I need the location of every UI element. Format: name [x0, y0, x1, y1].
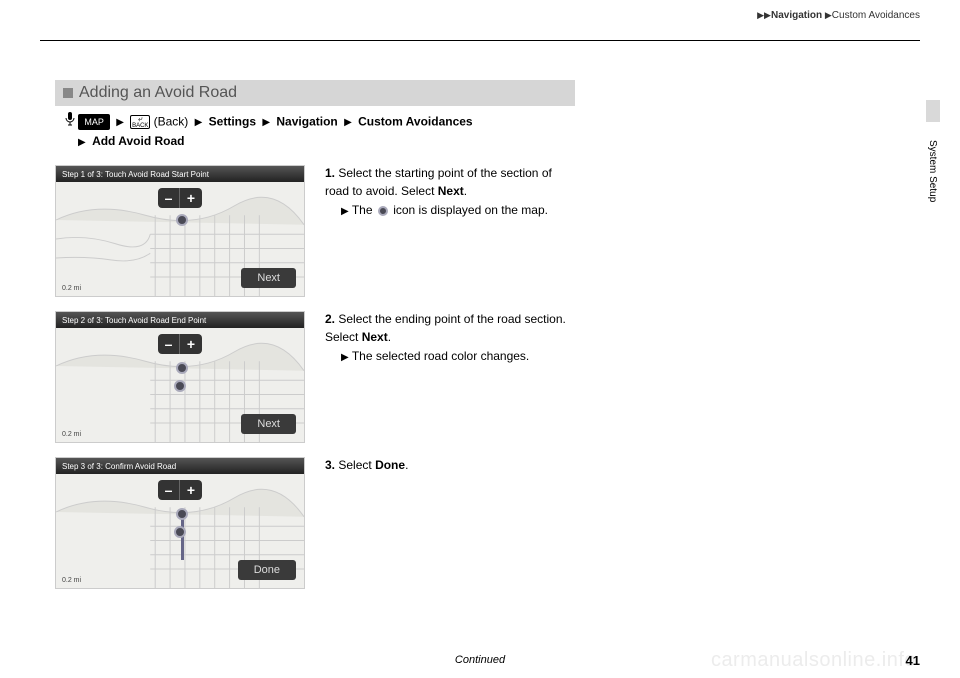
side-tab: [926, 100, 940, 122]
nav-path: MAP ▶ ⤶ BACK (Back) ▶ Settings ▶ Navigat…: [55, 112, 615, 151]
scale-label: 0.2 mi: [62, 577, 81, 584]
step-3-row: Step 3 of 3: Confirm Avoid Road – + Done…: [55, 457, 615, 589]
step-title-bar: Step 2 of 3: Touch Avoid Road End Point: [56, 312, 304, 328]
done-button[interactable]: Done: [238, 560, 296, 580]
step-title-bar: Step 3 of 3: Confirm Avoid Road: [56, 458, 304, 474]
zoom-out-button[interactable]: –: [158, 334, 180, 354]
zoom-in-button[interactable]: +: [180, 480, 202, 500]
zoom-control[interactable]: – +: [158, 480, 202, 500]
voice-icon: [65, 112, 75, 132]
zoom-in-button[interactable]: +: [180, 334, 202, 354]
zoom-out-button[interactable]: –: [158, 188, 180, 208]
next-button[interactable]: Next: [241, 268, 296, 288]
step-3-instructions: 3. Select Done.: [325, 457, 570, 474]
zoom-control[interactable]: – +: [158, 334, 202, 354]
step-title-bar: Step 1 of 3: Touch Avoid Road Start Poin…: [56, 166, 304, 182]
zoom-in-button[interactable]: +: [180, 188, 202, 208]
header-divider: [40, 40, 920, 41]
zoom-out-button[interactable]: –: [158, 480, 180, 500]
scale-label: 0.2 mi: [62, 285, 81, 292]
step-1-screenshot: Step 1 of 3: Touch Avoid Road Start Poin…: [55, 165, 305, 297]
step-1-instructions: 1. Select the starting point of the sect…: [325, 165, 570, 219]
step-2-instructions: 2. Select the ending point of the road s…: [325, 311, 570, 365]
step-2-screenshot: Step 2 of 3: Touch Avoid Road End Point …: [55, 311, 305, 443]
scale-label: 0.2 mi: [62, 431, 81, 438]
step-2-row: Step 2 of 3: Touch Avoid Road End Point …: [55, 311, 615, 443]
section-title: Adding an Avoid Road: [55, 80, 575, 106]
pin-icon: [378, 206, 388, 216]
side-section-label: System Setup: [927, 140, 938, 202]
map-button-icon: MAP: [78, 114, 110, 130]
back-button-icon: ⤶ BACK: [130, 115, 150, 129]
step-3-screenshot: Step 3 of 3: Confirm Avoid Road – + Done…: [55, 457, 305, 589]
header-breadcrumb: ▶▶Navigation ▶Custom Avoidances: [757, 10, 920, 21]
footer-continued: Continued: [0, 654, 960, 666]
page-number: 41: [906, 653, 920, 668]
next-button[interactable]: Next: [241, 414, 296, 434]
zoom-control[interactable]: – +: [158, 188, 202, 208]
step-1-row: Step 1 of 3: Touch Avoid Road Start Poin…: [55, 165, 615, 297]
